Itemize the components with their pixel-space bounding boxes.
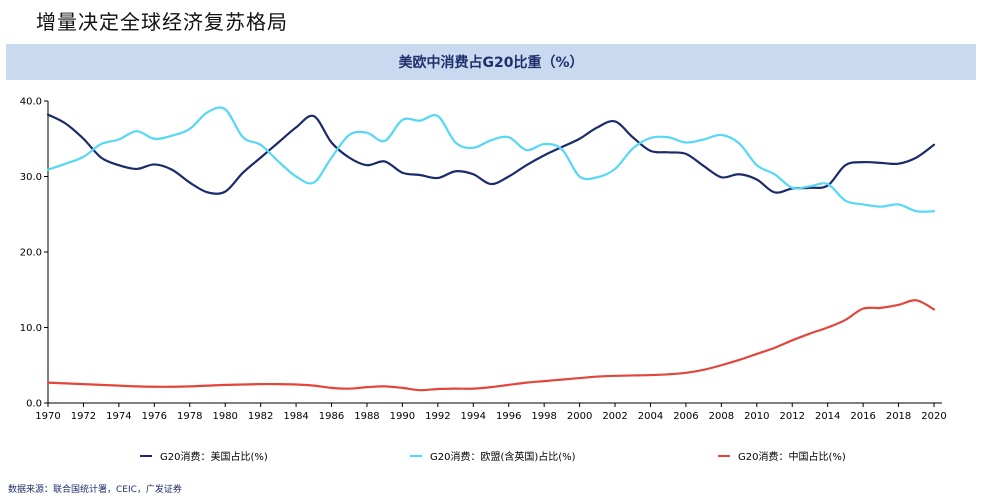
legend-item-cn: G20消费：中国占比(%) — [718, 448, 846, 463]
x-tick-label: 1990 — [390, 411, 415, 422]
legend-label-us: G20消费：美国占比(%) — [160, 452, 268, 463]
legend-label-cn: G20消费：中国占比(%) — [738, 452, 846, 463]
x-tick-label: 1992 — [425, 411, 450, 422]
x-tick-label: 2016 — [850, 411, 875, 422]
legend-swatch-us — [140, 454, 152, 457]
legend-swatch-eu — [410, 454, 422, 457]
x-tick-label: 1980 — [212, 411, 237, 422]
x-tick-label: 1972 — [71, 411, 96, 422]
x-tick-label: 2014 — [815, 411, 840, 422]
x-tick-label: 2008 — [709, 411, 734, 422]
x-tick-label: 2006 — [673, 411, 698, 422]
y-axis-labels: 0.0 10.0 20.0 30.0 40.0 — [20, 97, 42, 410]
x-tick-label: 1974 — [106, 411, 131, 422]
page-title: 增量决定全球经济复苏格局 — [36, 10, 288, 34]
x-tick-label: 1976 — [142, 411, 167, 422]
x-tick-label: 2020 — [921, 411, 946, 422]
chart-series — [46, 106, 936, 392]
series-line-us — [46, 113, 936, 195]
x-tick-label: 2018 — [886, 411, 911, 422]
x-tick-label: 1998 — [531, 411, 556, 422]
x-tick-label: 2000 — [567, 411, 592, 422]
x-tick-label: 1984 — [283, 411, 308, 422]
chart-legend: G20消费：美国占比(%) G20消费：欧盟(含英国)占比(%) G20消费：中… — [0, 448, 992, 466]
x-tick-label: 2002 — [602, 411, 627, 422]
x-tick-label: 2004 — [638, 411, 663, 422]
series-line-eu — [46, 106, 936, 213]
legend-swatch-cn — [718, 454, 730, 457]
series-line-cn — [46, 299, 936, 392]
legend-item-eu: G20消费：欧盟(含英国)占比(%) — [410, 448, 576, 463]
chart-title-banner: 美欧中消费占G20比重（%） — [6, 44, 976, 80]
y-tick-label: 0.0 — [26, 399, 42, 410]
chart-title: 美欧中消费占G20比重（%） — [398, 55, 584, 71]
y-tick-label: 20.0 — [20, 248, 42, 259]
x-tick-label: 1970 — [35, 411, 60, 422]
y-tick-label: 40.0 — [20, 97, 42, 108]
x-tick-label: 2012 — [780, 411, 805, 422]
x-axis-labels: 1970 1972 1974 1976 1978 1980 1982 1984 1986 1988… — [35, 411, 946, 422]
source-note: 数据来源：联合国统计署，CEIC，广发证券 — [8, 485, 182, 495]
x-tick-label: 1996 — [496, 411, 521, 422]
y-tick-label: 30.0 — [20, 172, 42, 183]
x-tick-label: 1988 — [354, 411, 379, 422]
y-tick-label: 10.0 — [20, 323, 42, 334]
legend-label-eu: G20消费：欧盟(含英国)占比(%) — [430, 452, 576, 463]
x-tick-label: 2010 — [744, 411, 769, 422]
x-tick-label: 1978 — [177, 411, 202, 422]
x-tick-label: 1982 — [248, 411, 273, 422]
legend-item-us: G20消费：美国占比(%) — [140, 448, 268, 463]
x-tick-label: 1994 — [461, 411, 486, 422]
chart-axes — [44, 100, 942, 407]
x-tick-label: 1986 — [319, 411, 344, 422]
